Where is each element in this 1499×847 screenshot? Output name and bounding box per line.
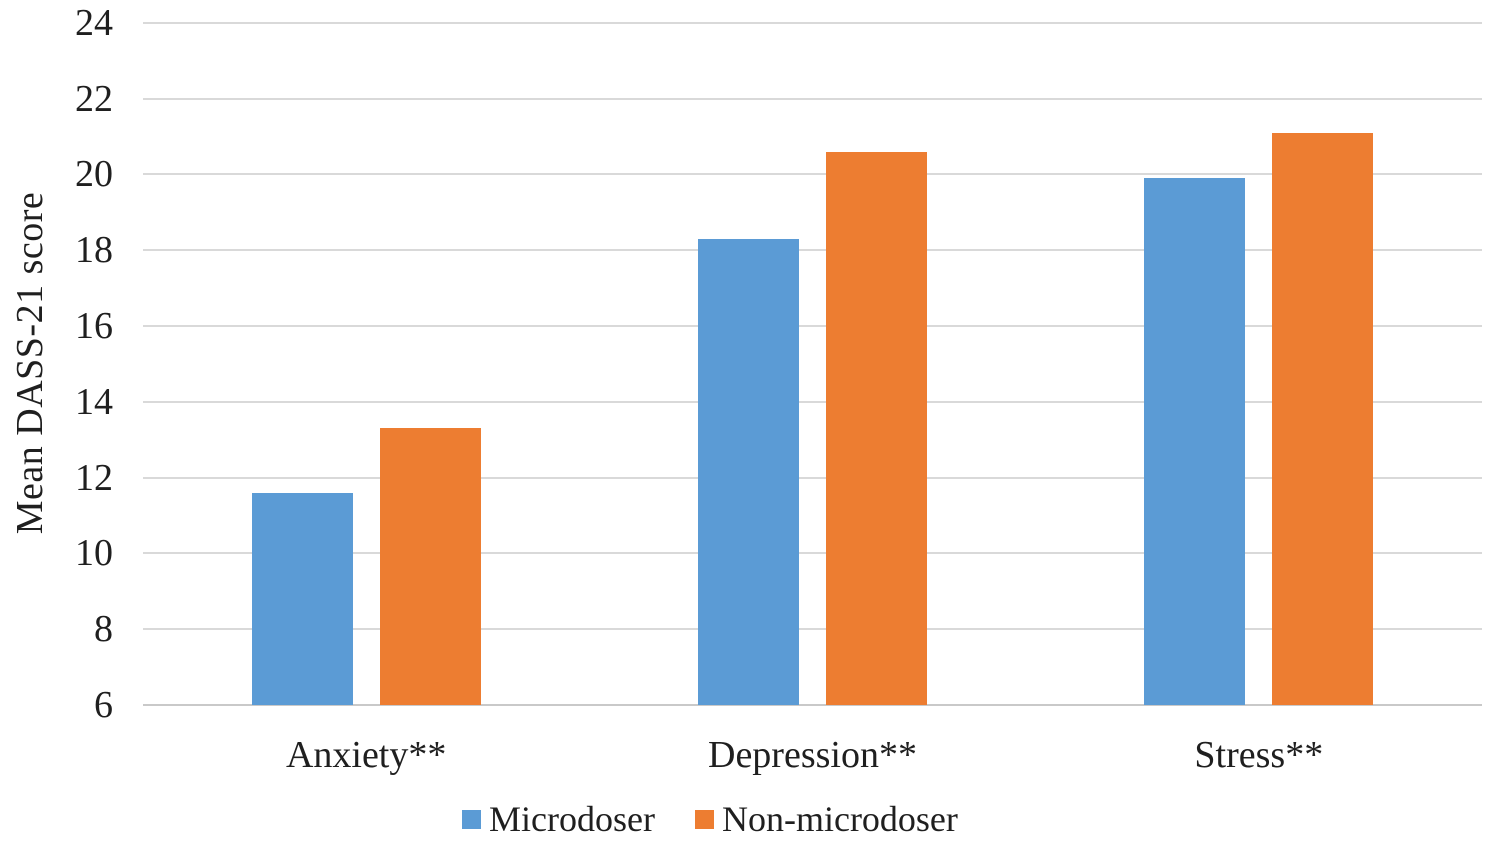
- bar-microdoser-depression: [698, 238, 799, 705]
- legend-item-microdoser: Microdoser: [462, 798, 655, 840]
- y-tick-label-18: 18: [75, 229, 113, 272]
- gridline-y-10: [143, 552, 1482, 555]
- gridline-y-8: [143, 628, 1482, 631]
- bar-non-microdoser-anxiety: [379, 428, 481, 705]
- y-tick-label-24: 24: [75, 1, 113, 44]
- category-label-anxiety: Anxiety**: [285, 734, 447, 776]
- gridline-y-12: [143, 476, 1482, 479]
- y-tick-label-8: 8: [94, 608, 113, 651]
- legend-item-non-microdoser: Non-microdoser: [694, 798, 958, 840]
- x-axis-line: [143, 704, 1482, 706]
- gridline-y-14: [143, 400, 1482, 403]
- legend-label-microdoser: Microdoser: [489, 799, 655, 839]
- y-tick-label-10: 10: [75, 532, 113, 575]
- legend-swatch-non-microdoser: [694, 809, 714, 829]
- y-tick-label-20: 20: [75, 153, 113, 196]
- bar-microdoser-stress: [1144, 178, 1246, 705]
- y-tick-label-6: 6: [94, 684, 113, 726]
- legend: Microdoser Non-microdoser: [462, 798, 958, 840]
- y-tick-label-16: 16: [75, 304, 113, 347]
- bar-non-microdoser-depression: [826, 151, 927, 705]
- bar-non-microdoser-stress: [1272, 132, 1374, 705]
- category-label-stress: Stress**: [1194, 734, 1324, 776]
- gridline-y-16: [143, 324, 1482, 327]
- legend-swatch-microdoser: [462, 809, 481, 829]
- gridline-y-20: [143, 173, 1482, 176]
- category-label-depression: Depression**: [708, 734, 917, 776]
- gridline-y-18: [143, 249, 1482, 252]
- gridline-y-24: [143, 21, 1482, 24]
- gridline-y-22: [143, 97, 1482, 100]
- bar-microdoser-anxiety: [251, 492, 353, 705]
- y-tick-label-12: 12: [75, 456, 113, 499]
- y-tick-label-22: 22: [75, 77, 113, 120]
- legend-label-non-microdoser: Non-microdoser: [721, 799, 958, 839]
- y-tick-label-14: 14: [75, 380, 113, 423]
